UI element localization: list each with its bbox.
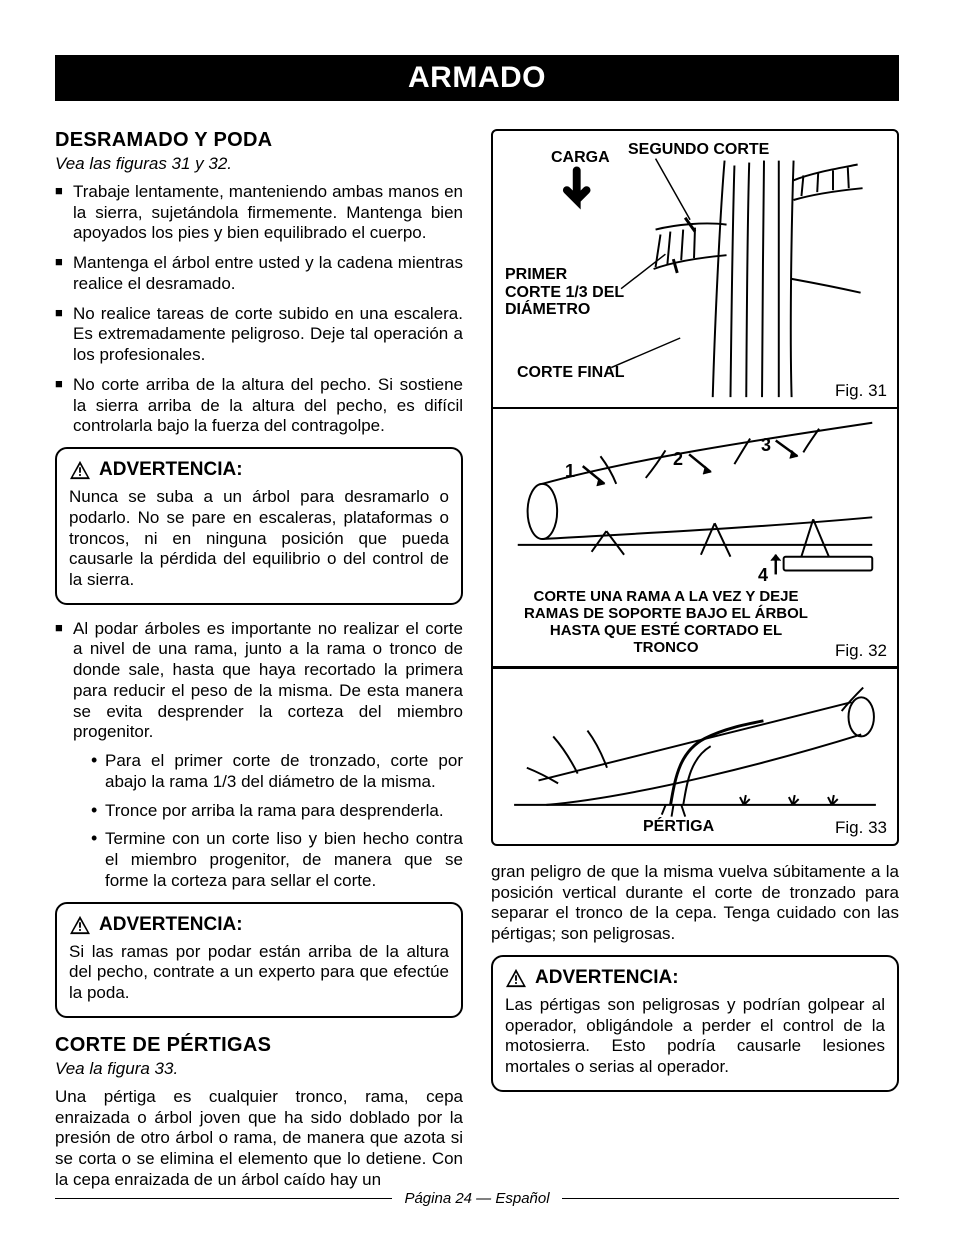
label-carga: CARGA	[551, 149, 610, 167]
paragraph-pertigas: Una pértiga es cualquier tronco, rama, c…	[55, 1087, 463, 1191]
left-column: DESRAMADO Y PODA Vea las figuras 31 y 32…	[55, 129, 463, 1200]
heading-pertigas: CORTE DE PÉRTIGAS	[55, 1034, 463, 1057]
warning-text: Nunca se suba a un árbol para desramarlo…	[69, 487, 449, 591]
label-primer: PRIMER CORTE 1/3 DEL DIÁMETRO	[505, 266, 625, 319]
warning-box-1: ADVERTENCIA: Nunca se suba a un árbol pa…	[55, 447, 463, 605]
warning-heading: ADVERTENCIA:	[69, 459, 449, 481]
list-item: No realice tareas de corte subido en una…	[55, 304, 463, 366]
right-column: CARGA SEGUNDO CORTE PRIMER CORTE 1/3 DEL…	[491, 129, 899, 1200]
label-pertiga: PÉRTIGA	[643, 818, 714, 836]
list-item: Para el primer corte de tronzado, corte …	[91, 751, 463, 792]
page-footer: Página 24 — Español	[55, 1190, 899, 1207]
list-item: Termine con un corte liso y bien hecho c…	[91, 829, 463, 891]
seq-4: 4	[758, 565, 768, 586]
warning-icon	[69, 460, 91, 480]
bullet-list-2: Al podar árboles es importante no realiz…	[55, 619, 463, 892]
section-banner: ARMADO	[55, 55, 899, 101]
warning-title: ADVERTENCIA:	[535, 967, 679, 989]
warning-box-2: ADVERTENCIA: Si las ramas por podar está…	[55, 902, 463, 1018]
heading-desramado: DESRAMADO Y PODA	[55, 129, 463, 152]
seq-2: 2	[673, 449, 683, 470]
warning-text: Las pértigas son peligrosas y podrían go…	[505, 995, 885, 1078]
footer-rule-left	[55, 1198, 392, 1200]
paragraph-continuation: gran peligro de que la misma vuelva súbi…	[491, 862, 899, 945]
figure-33: PÉRTIGA Fig. 33	[491, 666, 899, 846]
list-item: Mantenga el árbol entre usted y la caden…	[55, 253, 463, 294]
list-item: Al podar árboles es importante no realiz…	[55, 619, 463, 892]
warning-title: ADVERTENCIA:	[99, 914, 243, 936]
warning-icon	[505, 968, 527, 988]
label-segundo: SEGUNDO CORTE	[628, 141, 769, 159]
label-final: CORTE FINAL	[517, 364, 625, 382]
footer-rule-right	[562, 1198, 899, 1200]
sub-list: Para el primer corte de tronzado, corte …	[73, 751, 463, 891]
fig32-caption: CORTE UNA RAMA A LA VEZ Y DEJE RAMAS DE …	[505, 588, 827, 657]
list-item: Tronce por arriba la rama para desprende…	[91, 801, 463, 822]
warning-heading: ADVERTENCIA:	[505, 967, 885, 989]
seq-3: 3	[761, 435, 771, 456]
list-item: No corte arriba de la altura del pecho. …	[55, 375, 463, 437]
figure-32: 1 2 3 4 Fig. 32	[491, 407, 899, 669]
warning-heading: ADVERTENCIA:	[69, 914, 449, 936]
figure-ref-2: Vea la figura 33.	[55, 1059, 463, 1079]
bullet-list-1: Trabaje lentamente, manteniendo ambas ma…	[55, 182, 463, 437]
list-item: Trabaje lentamente, manteniendo ambas ma…	[55, 182, 463, 244]
figure-ref-1: Vea las figuras 31 y 32.	[55, 154, 463, 174]
figure-number: Fig. 33	[835, 818, 887, 838]
warning-icon	[69, 915, 91, 935]
warning-text: Si las ramas por podar están arriba de l…	[69, 942, 449, 1004]
two-column-layout: DESRAMADO Y PODA Vea las figuras 31 y 32…	[55, 129, 899, 1200]
figure-number: Fig. 31	[835, 381, 887, 401]
list-item-text: Al podar árboles es importante no realiz…	[73, 619, 463, 742]
footer-text: Página 24 — Español	[404, 1190, 549, 1207]
figure-31: CARGA SEGUNDO CORTE PRIMER CORTE 1/3 DEL…	[491, 129, 899, 409]
figure-stack: CARGA SEGUNDO CORTE PRIMER CORTE 1/3 DEL…	[491, 129, 899, 846]
figure-number: Fig. 32	[835, 641, 887, 661]
warning-title: ADVERTENCIA:	[99, 459, 243, 481]
seq-1: 1	[565, 461, 575, 482]
warning-box-3: ADVERTENCIA: Las pértigas son peligrosas…	[491, 955, 899, 1092]
